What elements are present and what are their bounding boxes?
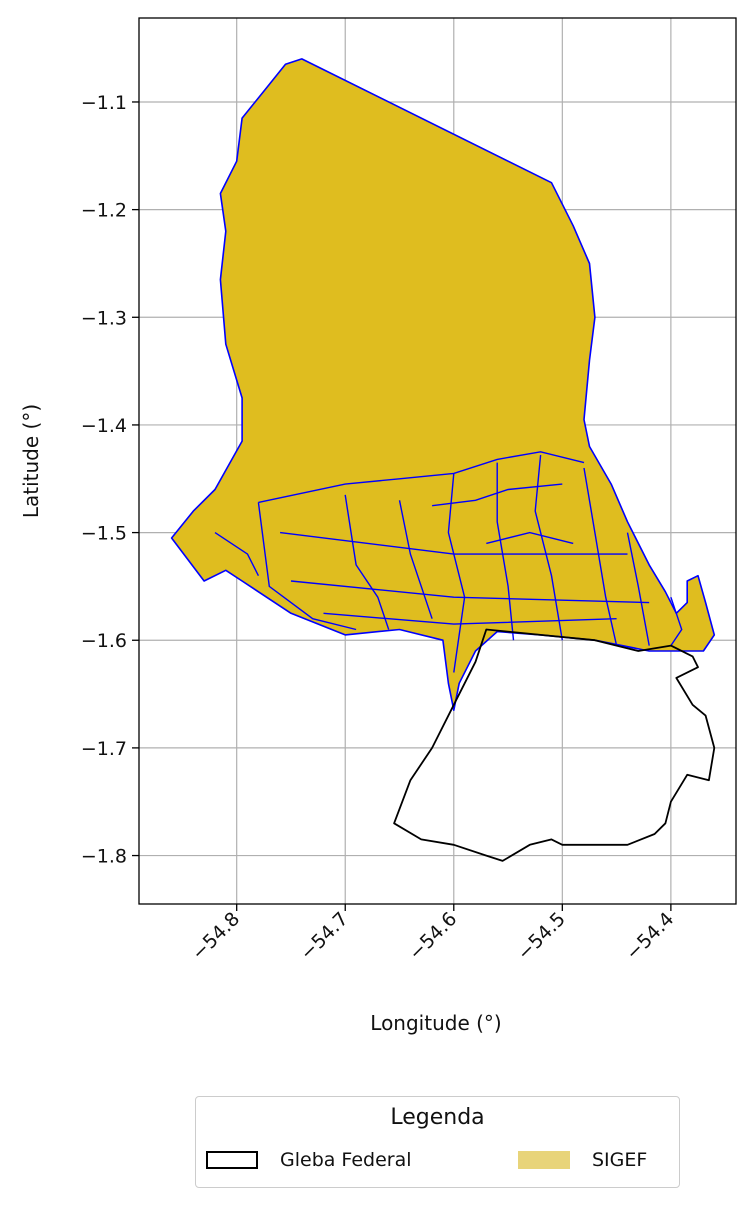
legend: Legenda Gleba Federal SIGEF	[195, 1096, 680, 1188]
sigef-parcel-boundary-2	[344, 494, 390, 630]
sigef-parcel-boundary-8	[626, 532, 650, 646]
y-tick-label-5: −1.6	[81, 630, 127, 652]
y-tick-label-4: −1.5	[81, 523, 127, 545]
legend-swatch-sigef	[518, 1151, 570, 1169]
legend-label-gleba-federal: Gleba Federal	[280, 1149, 412, 1171]
y-tick-label-7: −1.8	[81, 846, 127, 868]
y-tick-label-0: −1.1	[81, 92, 127, 114]
sigef-parcel-boundary-13	[432, 483, 563, 507]
sigef-parcel-boundary-12	[214, 532, 260, 577]
y-tick-label-3: −1.4	[81, 415, 127, 437]
sigef-parcel-boundary-10	[290, 580, 650, 604]
x-axis-ticks: −54.8 −54.7 −54.6 −54.5 −54.4	[187, 904, 678, 965]
y-axis-ticks: −1.1 −1.2 −1.3 −1.4 −1.5 −1.6 −1.7 −1.8	[81, 92, 139, 868]
legend-item-gleba-federal: Gleba Federal	[206, 1149, 412, 1171]
sigef-parcel-boundary-6	[534, 455, 563, 641]
x-tick-label-3: −54.5	[513, 908, 570, 965]
x-tick-label-0: −54.8	[187, 908, 244, 965]
sigef-parcel-boundary-14	[486, 531, 574, 545]
sigef-parcel-boundary-11	[323, 612, 617, 625]
legend-swatch-gleba-federal	[206, 1151, 258, 1169]
sigef-parcel-boundary-3	[398, 500, 433, 619]
gleba-federal-layer	[393, 628, 716, 862]
x-tick-label-4: −54.4	[622, 908, 679, 965]
sigef-layer	[170, 58, 716, 712]
legend-item-sigef: SIGEF	[518, 1149, 647, 1171]
sigef-parcel-boundary-9	[280, 531, 628, 555]
y-axis-label: Latitude (°)	[19, 404, 43, 518]
sigef-parcel-boundary-7	[583, 467, 618, 646]
sigef-parcel-boundary-1	[257, 502, 357, 631]
sigef-area	[170, 58, 716, 712]
legend-label-sigef: SIGEF	[592, 1149, 648, 1171]
x-tick-label-2: −54.6	[405, 908, 462, 965]
plot-frame	[138, 17, 737, 905]
sigef-parcel-boundary-15	[670, 596, 683, 646]
y-tick-label-2: −1.3	[81, 307, 127, 329]
x-tick-label-1: −54.7	[296, 908, 353, 965]
y-tick-label-6: −1.7	[81, 738, 127, 760]
y-tick-label-1: −1.2	[81, 200, 127, 222]
x-axis-label: Longitude (°)	[370, 1011, 501, 1035]
gleba-federal-boundary	[393, 628, 716, 862]
legend-title: Legenda	[390, 1105, 485, 1130]
